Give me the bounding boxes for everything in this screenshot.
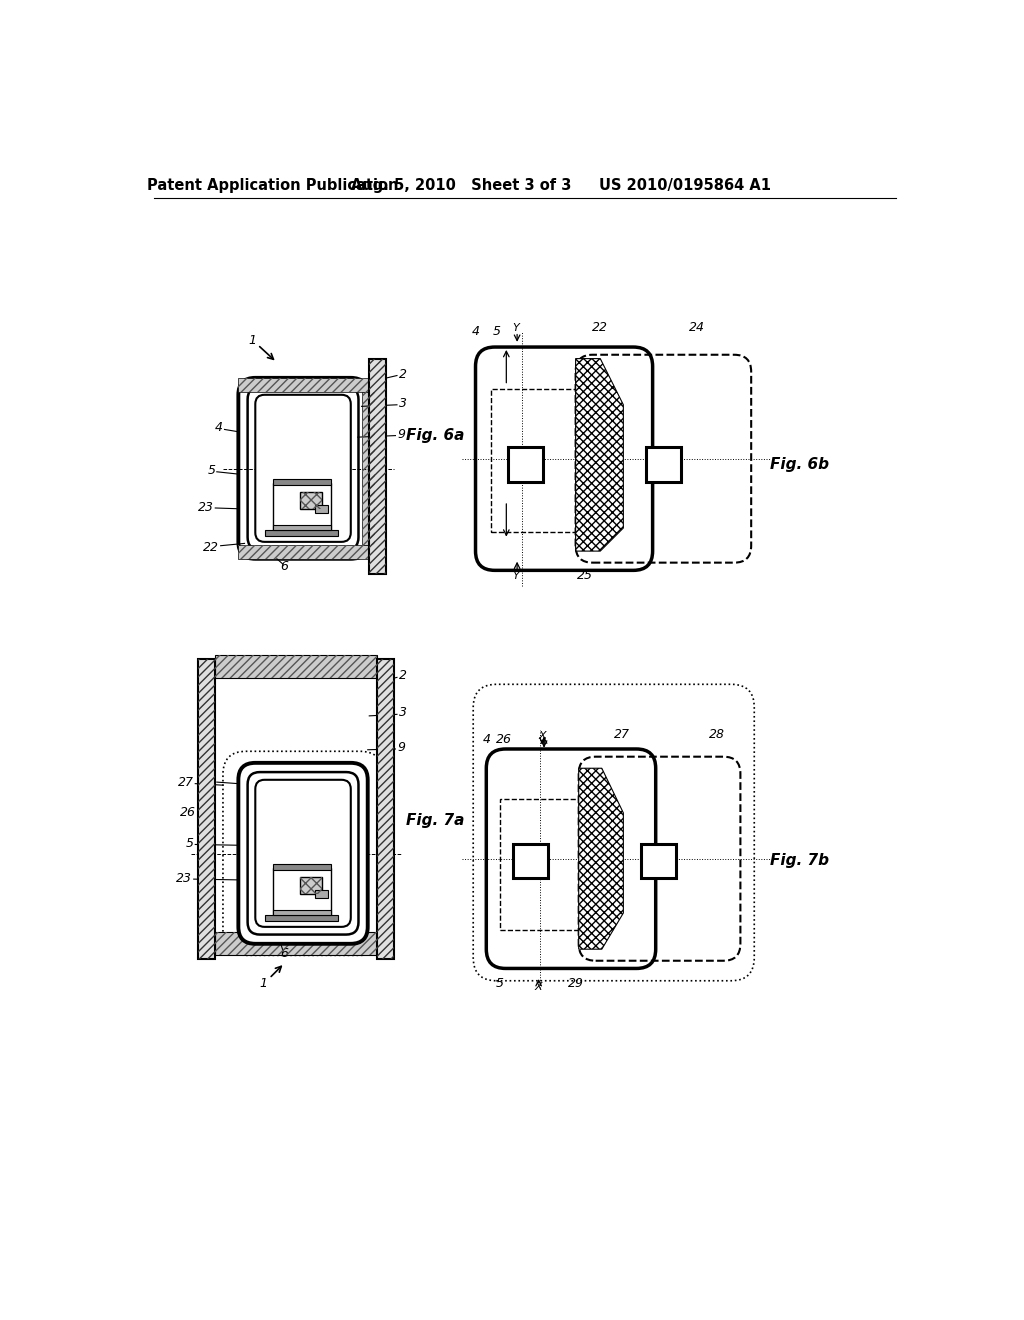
Text: 26: 26 <box>180 807 196 820</box>
Bar <box>377 659 394 960</box>
Bar <box>273 525 331 529</box>
Bar <box>273 479 331 484</box>
Bar <box>370 359 386 574</box>
Text: 26: 26 <box>496 733 512 746</box>
Bar <box>377 659 394 960</box>
Text: Patent Application Publication: Patent Application Publication <box>147 178 398 193</box>
FancyBboxPatch shape <box>255 395 351 543</box>
FancyBboxPatch shape <box>486 748 655 969</box>
Bar <box>300 876 322 894</box>
Text: 5: 5 <box>185 837 194 850</box>
Bar <box>300 876 322 894</box>
Bar <box>513 843 548 878</box>
Text: Fig. 6a: Fig. 6a <box>407 428 465 444</box>
Text: 5: 5 <box>493 325 501 338</box>
Bar <box>646 447 681 482</box>
FancyBboxPatch shape <box>248 772 358 935</box>
Polygon shape <box>579 768 624 949</box>
Bar <box>361 392 376 545</box>
FancyBboxPatch shape <box>248 387 358 549</box>
Text: X: X <box>535 982 543 991</box>
Bar <box>239 378 368 392</box>
Polygon shape <box>575 359 624 552</box>
Text: Fig. 6b: Fig. 6b <box>770 457 828 473</box>
Bar <box>215 932 377 956</box>
Text: 28: 28 <box>710 727 725 741</box>
Text: 4: 4 <box>215 421 223 434</box>
Text: 6: 6 <box>281 560 289 573</box>
Text: US 2010/0195864 A1: US 2010/0195864 A1 <box>599 178 771 193</box>
Bar <box>239 378 368 392</box>
Text: 23: 23 <box>198 500 214 513</box>
Bar <box>300 492 322 508</box>
Text: Aug. 5, 2010   Sheet 3 of 3: Aug. 5, 2010 Sheet 3 of 3 <box>351 178 571 193</box>
Text: Fig. 7a: Fig. 7a <box>407 813 465 828</box>
Text: 9: 9 <box>397 428 404 441</box>
Text: 2: 2 <box>398 367 407 380</box>
Text: Y: Y <box>512 323 519 333</box>
Text: X: X <box>539 731 547 741</box>
Text: 25: 25 <box>577 569 593 582</box>
Bar <box>273 483 331 529</box>
Bar <box>265 529 339 536</box>
Text: 23: 23 <box>176 871 193 884</box>
Text: 2: 2 <box>398 669 407 682</box>
Text: 4: 4 <box>482 733 490 746</box>
Text: 5: 5 <box>207 463 215 477</box>
Bar <box>215 932 377 956</box>
Text: 29: 29 <box>567 977 584 990</box>
Text: 9: 9 <box>397 741 404 754</box>
Bar <box>239 545 368 558</box>
Bar <box>490 389 614 532</box>
Bar <box>273 909 331 915</box>
Bar <box>641 843 676 878</box>
Text: 3: 3 <box>398 397 407 409</box>
FancyBboxPatch shape <box>255 780 351 927</box>
Bar <box>265 915 339 921</box>
Text: 4: 4 <box>207 774 215 787</box>
Bar <box>315 506 328 512</box>
Bar <box>239 545 368 558</box>
FancyBboxPatch shape <box>239 378 368 558</box>
Text: 6: 6 <box>281 946 289 960</box>
Text: 3: 3 <box>398 706 407 719</box>
FancyBboxPatch shape <box>475 347 652 570</box>
Text: 27: 27 <box>178 776 194 788</box>
Text: Fig. 7b: Fig. 7b <box>770 853 828 869</box>
Text: 22: 22 <box>203 541 219 554</box>
Bar <box>300 492 322 508</box>
Text: 27: 27 <box>613 727 630 741</box>
Bar <box>199 659 215 960</box>
Bar <box>273 869 331 915</box>
Text: 1: 1 <box>248 334 256 347</box>
Bar <box>215 655 377 678</box>
Bar <box>215 655 377 678</box>
Bar <box>508 447 543 482</box>
Bar <box>273 863 331 870</box>
Bar <box>315 890 328 898</box>
Bar <box>361 392 376 545</box>
Text: 4: 4 <box>471 325 479 338</box>
Text: 22: 22 <box>592 321 608 334</box>
FancyBboxPatch shape <box>239 763 368 944</box>
Text: Y: Y <box>512 570 519 581</box>
Text: 24: 24 <box>688 321 705 334</box>
Text: 5: 5 <box>497 977 504 990</box>
Text: 1: 1 <box>260 977 267 990</box>
Bar <box>500 799 611 929</box>
Bar <box>199 659 215 960</box>
Bar <box>370 359 386 574</box>
